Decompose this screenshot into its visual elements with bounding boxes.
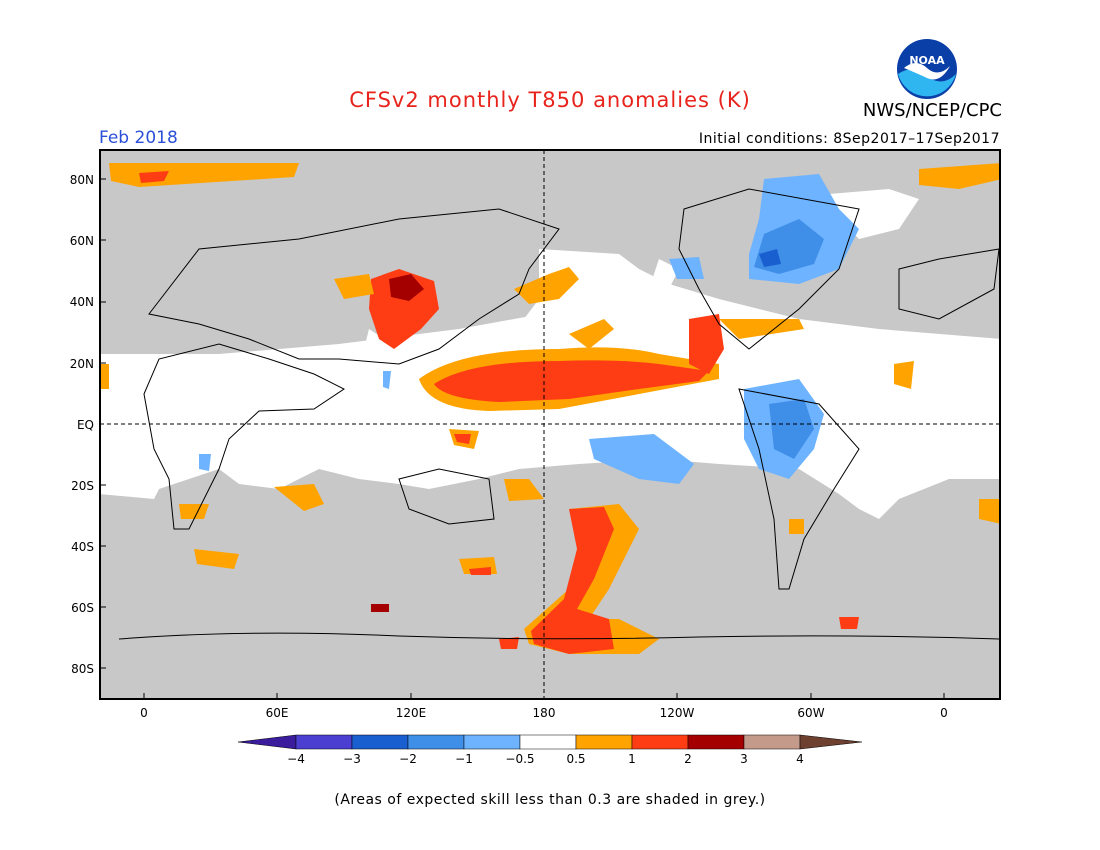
colorbar-label: 2	[684, 752, 692, 766]
colorbar-label: −3	[343, 752, 361, 766]
lon-label-120e: 120E	[395, 706, 427, 720]
colorbar-cell	[519, 734, 577, 750]
colorbar-max-arrow	[799, 734, 862, 750]
colorbar-label: −1	[455, 752, 473, 766]
agency-label: NWS/NCEP/CPC	[862, 100, 1002, 121]
colorbar-cell	[407, 734, 465, 750]
colorbar-cell	[463, 734, 521, 750]
colorbar-cell	[687, 734, 745, 750]
forecast-month: Feb 2018	[99, 128, 178, 148]
colorbar	[238, 734, 862, 750]
coastlines	[118, 188, 1000, 640]
colorbar-label: 1	[628, 752, 636, 766]
warm-anomalies	[100, 163, 1000, 654]
colorbar-label: −4	[287, 752, 305, 766]
colorbar-label: 0.5	[566, 752, 586, 766]
lon-label-60w: 60W	[797, 706, 825, 720]
lat-label-60s: 60S	[71, 601, 94, 615]
footnote: (Areas of expected skill less than 0.3 a…	[334, 792, 766, 808]
colorbar-cell	[631, 734, 689, 750]
lat-label-eq: EQ	[76, 418, 94, 432]
lon-label-0-west: 0	[140, 706, 148, 720]
colorbar-cell	[575, 734, 633, 750]
noaa-logo-icon: NOAA	[897, 39, 957, 99]
lon-label-120w: 120W	[659, 706, 695, 720]
lon-label-0-east: 0	[940, 706, 948, 720]
colorbar-label: −2	[399, 752, 417, 766]
map-ticks	[100, 178, 945, 699]
map-title: CFSv2 monthly T850 anomalies (K)	[349, 88, 751, 112]
lat-label-40n: 40N	[69, 295, 94, 309]
initial-conditions: Initial conditions: 8Sep2017–17Sep2017	[698, 131, 1000, 147]
lon-label-180: 180	[532, 706, 556, 720]
lat-label-80s: 80S	[71, 662, 94, 676]
anomaly-map	[99, 149, 1001, 700]
colorbar-cell	[743, 734, 801, 750]
colorbar-label: −0.5	[505, 752, 535, 766]
cool-anomalies	[199, 174, 859, 484]
lat-label-60n: 60N	[69, 234, 94, 248]
lat-label-20s: 20S	[71, 479, 94, 493]
colorbar-cell	[351, 734, 409, 750]
lat-label-40s: 40S	[71, 540, 94, 554]
colorbar-cell	[295, 734, 353, 750]
lon-label-60e: 60E	[265, 706, 289, 720]
colorbar-label: 4	[796, 752, 804, 766]
colorbar-min-arrow	[238, 734, 297, 750]
map-frame	[99, 149, 1001, 700]
lat-label-20n: 20N	[69, 357, 94, 371]
colorbar-label: 3	[740, 752, 748, 766]
logo-text: NOAA	[909, 54, 945, 67]
lat-label-80n: 80N	[69, 173, 94, 187]
